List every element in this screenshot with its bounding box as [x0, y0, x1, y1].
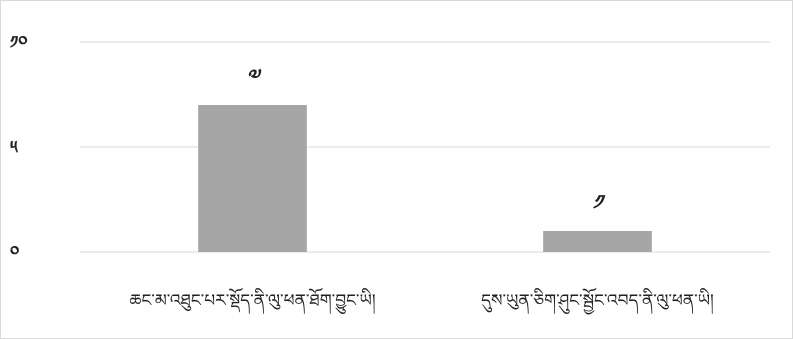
bar — [543, 231, 652, 252]
category-label: ཆང་མ་འཐུང་པར་སྡོད་ནི་ལུ་ཕན་ཐོག་བྱུང་ཡི། — [129, 287, 375, 315]
gridlines — [80, 41, 770, 253]
y-tick-label: ༥ — [10, 138, 19, 158]
y-tick-label: ༡༠ — [10, 33, 28, 53]
category-labels: ཆང་མ་འཐུང་པར་སྡོད་ནི་ལུ་ཕན་ཐོག་བྱུང་ཡི། ད… — [129, 287, 714, 315]
y-tick-label: ༠ — [10, 243, 19, 263]
bars — [198, 105, 652, 252]
data-label: ༡ — [593, 190, 606, 214]
category-label: དུས་ཡུན་ཅིག་ཤུང་སྦྱོང་འབད་ནི་ལུ་ཕན་ཡི། — [481, 287, 714, 315]
data-label: ༧ — [246, 64, 262, 88]
y-axis-ticks: ༠ ༥ ༡༠ — [10, 33, 28, 263]
bar — [198, 105, 307, 252]
